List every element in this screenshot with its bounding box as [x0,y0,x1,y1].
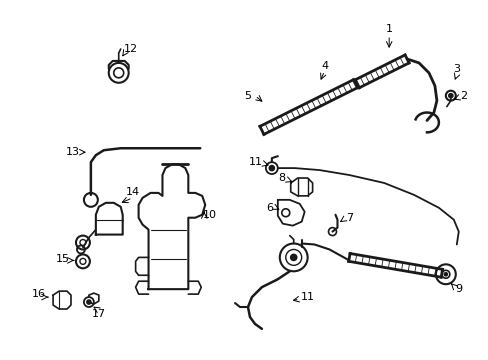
Text: 10: 10 [203,210,217,220]
Circle shape [269,166,274,171]
Text: 3: 3 [452,64,459,74]
Text: 16: 16 [32,289,46,299]
Text: 11: 11 [248,157,263,167]
Text: 11: 11 [300,292,314,302]
Text: 7: 7 [345,213,352,223]
Text: 8: 8 [278,173,285,183]
Polygon shape [138,164,205,289]
Text: 14: 14 [125,187,140,197]
Text: 13: 13 [66,147,80,157]
Text: 2: 2 [459,91,467,101]
Circle shape [87,300,91,304]
Text: 15: 15 [56,255,70,264]
Circle shape [444,273,447,276]
Text: 12: 12 [123,44,138,54]
Text: 17: 17 [92,309,106,319]
Text: 1: 1 [385,24,392,34]
Text: 4: 4 [320,61,327,71]
Polygon shape [96,203,122,235]
Text: 5: 5 [244,91,251,101]
Text: 6: 6 [266,203,273,213]
Text: 9: 9 [454,284,461,294]
Circle shape [448,94,452,98]
Circle shape [290,255,296,260]
